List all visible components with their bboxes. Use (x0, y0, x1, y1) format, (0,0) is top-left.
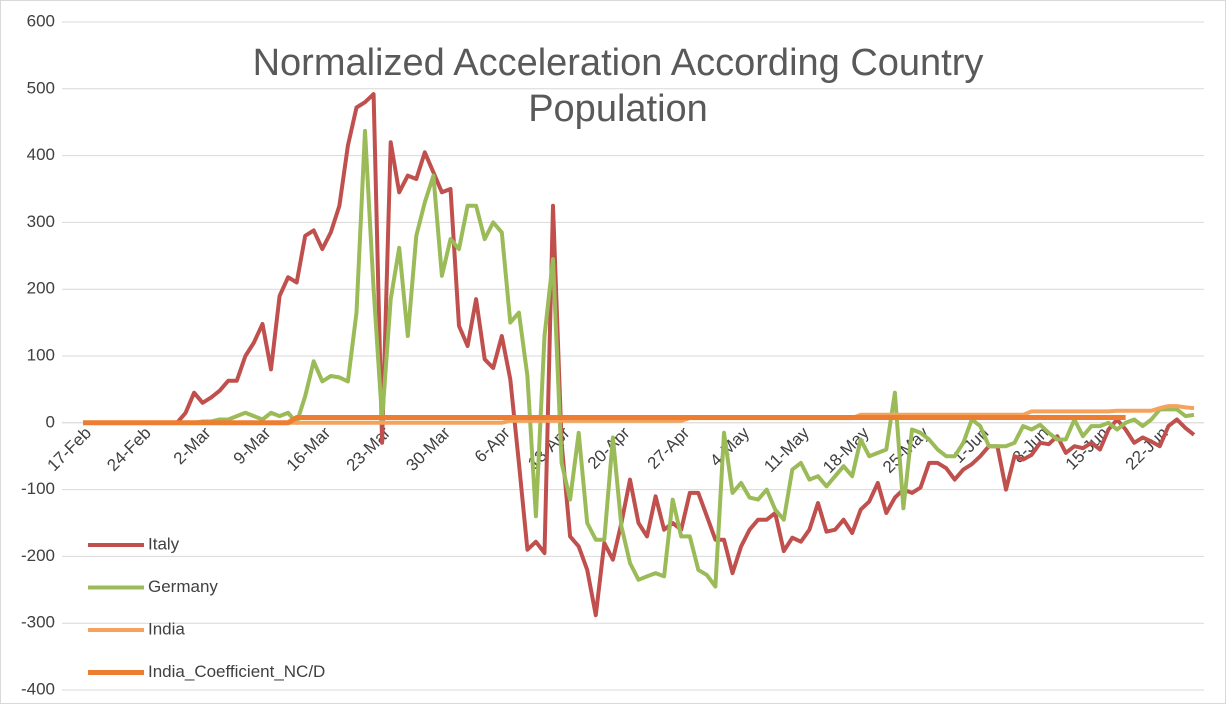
series-line (83, 128, 1195, 589)
y-tick-label: 600 (27, 11, 55, 30)
y-tick-label: 200 (27, 279, 55, 298)
legend-label: Italy (148, 534, 180, 553)
y-tick-label: 100 (27, 345, 55, 364)
y-tick-label: 0 (46, 412, 55, 431)
legend-label: India_Coefficient_NC/D (148, 662, 325, 681)
legend-label: Germany (148, 577, 218, 596)
y-tick-label: 500 (27, 78, 55, 97)
series-line (83, 415, 1126, 426)
chart-title: Normalized Acceleration According Countr… (252, 42, 984, 130)
y-tick-label: 300 (27, 212, 55, 231)
series-line (83, 92, 1196, 618)
legend-label: India (148, 619, 185, 638)
y-tick-label: -300 (21, 613, 55, 632)
y-tick-label: 400 (27, 145, 55, 164)
y-tick-label: -400 (21, 679, 55, 698)
y-tick-label: -100 (21, 479, 55, 498)
y-tick-label: -200 (21, 546, 55, 565)
